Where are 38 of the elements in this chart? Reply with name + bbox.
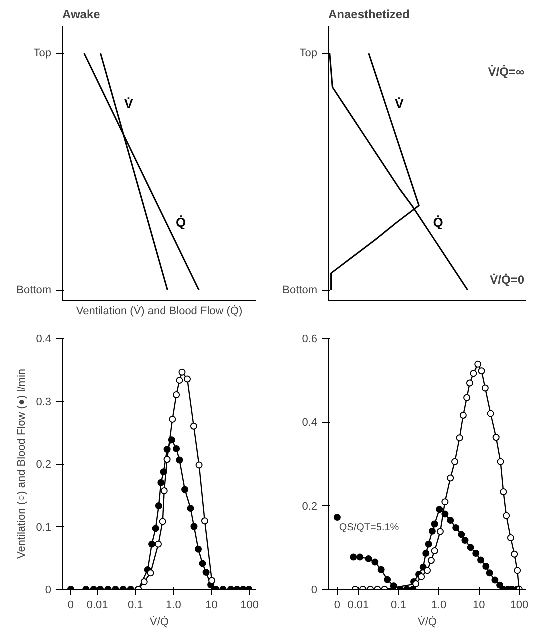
x-axis-title: V̇/Q̇ bbox=[418, 616, 438, 628]
series-label: Q̇ bbox=[176, 215, 186, 230]
y-tick-label: Bottom bbox=[16, 284, 52, 296]
annotation: QS/QT=5.1% bbox=[339, 522, 400, 534]
y-tick-label: 0.6 bbox=[302, 334, 318, 346]
x-tick-label: 0 bbox=[68, 600, 74, 612]
x-tick-label: 1.0 bbox=[431, 600, 447, 612]
x-tick-label: 0.1 bbox=[128, 600, 144, 612]
y-tick-label: Bottom bbox=[282, 284, 318, 296]
x-axis-title: Ventilation (V̇) and Blood Flow (Q̇) bbox=[76, 304, 243, 318]
series-label: V̇ bbox=[124, 96, 134, 112]
x-tick-label: 0 bbox=[334, 600, 340, 612]
x-tick-label: 10 bbox=[473, 600, 486, 612]
x-tick-label: 0.1 bbox=[391, 600, 406, 612]
y-tick-label: Top bbox=[34, 48, 52, 60]
y-tick-label: 0.3 bbox=[36, 396, 52, 408]
chart-title: Awake bbox=[62, 8, 101, 22]
series-label: V̇ bbox=[395, 96, 404, 112]
x-tick-label: 1.0 bbox=[166, 600, 182, 612]
x-tick-label: 100 bbox=[240, 600, 259, 612]
y-tick-label: Top bbox=[300, 48, 318, 60]
text: V̇/Q̇=∞ bbox=[488, 64, 525, 79]
x-tick-label: 10 bbox=[206, 600, 218, 612]
y-tick-label: 0.2 bbox=[36, 459, 52, 471]
x-axis-title: V̇/Q̇ bbox=[150, 616, 170, 628]
y-tick-label: 0.4 bbox=[302, 417, 318, 430]
text: V̇/Q̇=0 bbox=[490, 272, 525, 287]
x-tick-label: 100 bbox=[510, 600, 529, 612]
y-tick-label: 0.1 bbox=[36, 522, 52, 534]
y-tick-label: 0.4 bbox=[36, 334, 52, 346]
x-tick-label: 0.01 bbox=[348, 600, 370, 612]
y-tick-label: 0 bbox=[311, 584, 318, 596]
y-axis-title: Ventilation (○) and Blood Flow (●) l/min bbox=[16, 369, 28, 559]
series-label: Q̇ bbox=[433, 215, 444, 230]
y-tick-label: 0.2 bbox=[302, 500, 318, 513]
y-tick-label: 0 bbox=[45, 584, 52, 596]
chart-title: Anaesthetized bbox=[328, 8, 410, 22]
x-tick-label: 0.01 bbox=[86, 600, 108, 612]
